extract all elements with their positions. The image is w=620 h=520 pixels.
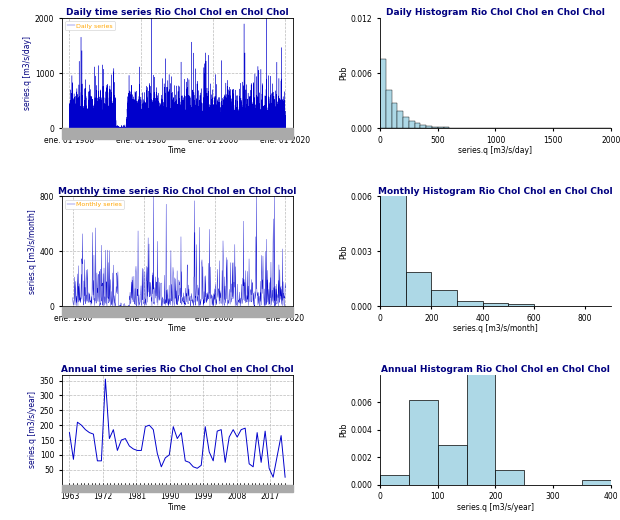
Legend: Monthly series: Monthly series [65,200,124,209]
Title: Daily Histogram Rio Chol Chol en Chol Chol: Daily Histogram Rio Chol Chol en Chol Ch… [386,8,605,18]
Bar [405,272,432,306]
Bar [62,307,293,317]
X-axis label: Time: Time [168,503,187,512]
Title: Monthly Histogram Rio Chol Chol en Chol Chol: Monthly Histogram Rio Chol Chol en Chol … [378,187,613,196]
Y-axis label: series.q [m3/s/day]: series.q [m3/s/day] [23,36,32,110]
X-axis label: Time: Time [168,146,187,155]
Bar [409,121,415,128]
Bar [409,400,438,485]
Bar [397,111,403,128]
Bar [495,470,525,485]
Y-axis label: Pbb: Pbb [339,422,348,437]
Bar [380,59,386,128]
Bar [457,301,482,306]
Y-axis label: Pbb: Pbb [339,66,348,81]
Title: Monthly time series Rio Chol Chol en Chol Chol: Monthly time series Rio Chol Chol en Cho… [58,187,296,196]
Bar [582,479,611,485]
Bar [403,117,409,128]
Y-axis label: series.q [m3/s/month]: series.q [m3/s/month] [28,209,37,294]
Bar [62,485,293,492]
Bar [427,126,432,128]
Bar [415,123,420,128]
X-axis label: series.q [m3/s/year]: series.q [m3/s/year] [457,503,534,512]
Bar [432,127,438,128]
Title: Daily time series Rio Chol Chol en Chol Chol: Daily time series Rio Chol Chol en Chol … [66,8,288,18]
X-axis label: series.q [m3/s/day]: series.q [m3/s/day] [458,146,533,155]
Bar [432,290,457,306]
Bar [438,127,443,128]
Y-axis label: series.q [m3/s/year]: series.q [m3/s/year] [28,391,37,468]
X-axis label: series.q [m3/s/month]: series.q [m3/s/month] [453,324,538,333]
Bar [380,475,409,485]
Title: Annual Histogram Rio Chol Chol en Chol Chol: Annual Histogram Rio Chol Chol en Chol C… [381,365,610,374]
Bar [467,365,495,485]
Bar [482,303,508,306]
X-axis label: Time: Time [168,324,187,333]
Bar [380,187,405,306]
Y-axis label: Pbb: Pbb [339,244,348,258]
Bar [438,445,467,485]
Bar [386,90,392,128]
Legend: Daily series: Daily series [65,21,115,31]
Bar [62,128,293,139]
Title: Annual time series Rio Chol Chol en Chol Chol: Annual time series Rio Chol Chol en Chol… [61,365,294,374]
Bar [420,125,427,128]
Bar [508,304,534,306]
Bar [392,103,397,128]
Bar [443,127,449,128]
